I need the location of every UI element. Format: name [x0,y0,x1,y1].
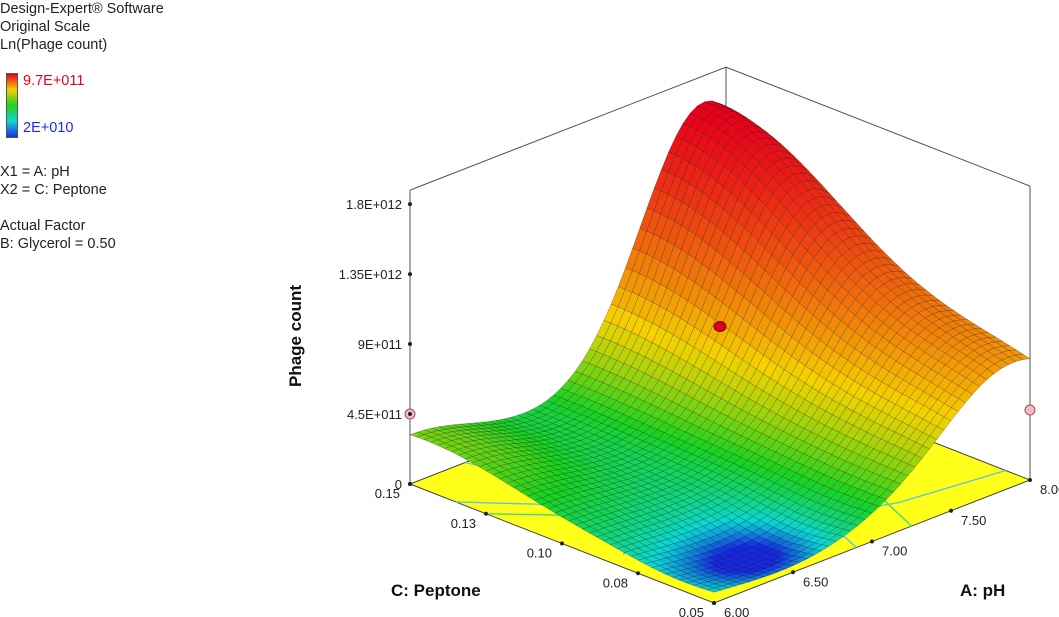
actual-factor-value: B: Glycerol = 0.50 [0,236,116,252]
legend-high-label: 9.7E+011 [23,73,85,89]
y-tick-mark [560,541,564,546]
y-tick-mark [636,571,640,576]
info-panel: Design-Expert® Software Original Scale L… [0,0,260,54]
z-tick-label: 9E+011 [358,337,402,352]
z-tick-label: 0 [395,477,402,492]
color-legend: 9.7E+011 2E+010 [6,73,266,143]
design-point-marker [713,321,727,332]
x-tick-label: 7.00 [882,544,907,559]
x-tick-label: 8.00 [1040,482,1059,497]
y-tick-mark [712,601,716,605]
x-tick-label: 7.50 [961,513,986,528]
scale-label: Original Scale [0,19,91,35]
factor-x1: X1 = A: pH [0,164,70,180]
z-tick-label: 1.8E+012 [346,197,402,212]
y-tick-label: 0.13 [451,516,476,531]
x-tick-mark [870,539,874,544]
y-tick-label: 0.15 [375,486,400,501]
response-surface [409,100,1031,593]
y-tick-label: 0.10 [527,546,552,561]
y-tick-label: 0.08 [603,575,628,590]
surface-cell [706,587,722,593]
factor-x2: X2 = C: Peptone [0,182,107,198]
x-tick-mark [949,508,953,513]
z-tick-mark [408,272,412,277]
y-axis-title: C: Peptone [391,581,481,600]
box-edge-top [409,66,727,191]
z-tick-label: 1.35E+012 [339,267,402,282]
z-tick-mark [408,342,412,347]
y-tick-label: 0.05 [679,605,704,617]
design-point-marker [1024,404,1036,416]
z-axis-title: Phage count [286,285,305,387]
z-tick-mark [408,412,412,417]
y-tick-mark [408,482,412,486]
x-axis-title: A: pH [960,581,1005,600]
design-points [404,321,1036,420]
x-tick-label: 6.50 [803,574,828,589]
z-tick-label: 4.5E+011 [347,407,402,422]
x-tick-label: 6.00 [724,605,749,617]
z-tick-mark [408,202,412,207]
actual-factor-heading: Actual Factor [0,218,86,234]
response-label: Ln(Phage count) [0,37,108,53]
axis-ticks: 1.8E+012 1.35E+012 9E+011 4.5E+011 0 6.00 6.50… [339,197,1059,617]
factor-panel: X1 = A: pH X2 = C: Peptone Actual Factor… [0,163,260,253]
x-tick-mark [1028,478,1032,482]
software-name: Design-Expert® Software [0,1,164,17]
x-tick-mark [791,570,795,575]
legend-low-label: 2E+010 [23,120,74,136]
box-edge-top-right [725,66,1031,187]
y-tick-mark [484,511,488,516]
color-bar [6,73,18,138]
